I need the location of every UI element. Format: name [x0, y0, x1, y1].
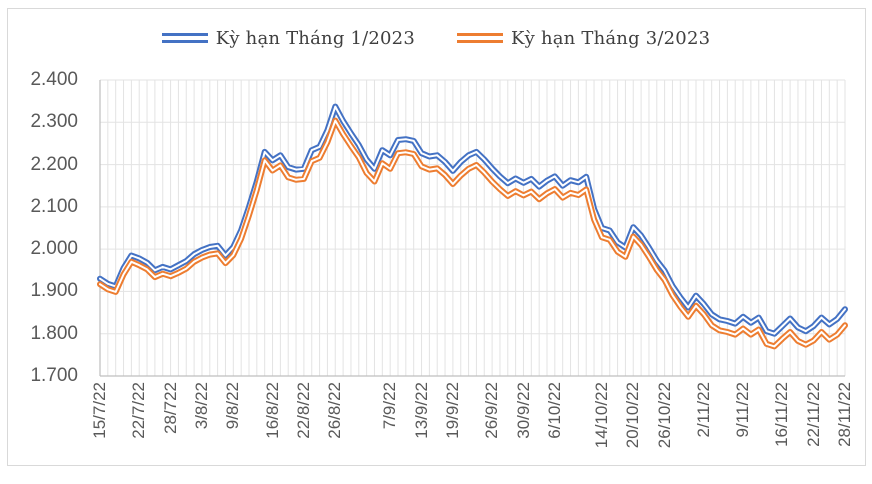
- legend-marker-ky-han-thang-3-2023: [457, 33, 503, 43]
- x-tick-label: 26/10/22: [654, 382, 674, 449]
- x-tick-label: 9/8/22: [223, 382, 243, 430]
- y-tick-label: 2.100: [30, 195, 78, 217]
- legend-label-ky-han-thang-3-2023: Kỳ hạn Tháng 3/2023: [511, 27, 711, 49]
- x-tick-label: 9/11/22: [733, 382, 753, 438]
- chart-border: [7, 8, 866, 466]
- x-tick-label: 26/9/22: [482, 382, 502, 439]
- series-line-ky-han-thang-1-2023-gap-stripe: [99, 105, 846, 335]
- y-tick-label: 1.900: [30, 280, 78, 302]
- x-tick-label: 28/722: [160, 382, 180, 434]
- x-tick-label: 26/8/22: [325, 382, 345, 439]
- x-tick-label: 15/7/22: [90, 382, 109, 439]
- x-tick-label: 7/9/22: [380, 382, 400, 430]
- x-tick-label: 3/8/22: [191, 382, 211, 430]
- x-tick-label: 14/10/22: [591, 382, 611, 449]
- series-line-ky-han-thang-1-2023: [97, 103, 848, 337]
- chart-legend: Kỳ hạn Tháng 1/2023 Kỳ hạn Tháng 3/2023: [0, 24, 872, 52]
- x-tick-label: 16/11/22: [772, 382, 792, 447]
- x-tick-label: 6/10/22: [544, 382, 564, 439]
- legend-marker-ky-han-thang-1-2023: [161, 33, 208, 43]
- x-tick-label: 13/9/22: [411, 382, 431, 439]
- x-tick-label: 22/7/22: [129, 382, 149, 439]
- y-tick-label: 1.800: [30, 322, 78, 344]
- y-tick-label: 2.000: [30, 238, 78, 260]
- x-tick-label: 16/8/22: [262, 382, 282, 439]
- x-tick-label: 20/10/22: [623, 382, 643, 449]
- x-tick-label: 19/9/22: [442, 382, 462, 439]
- legend-label-ky-han-thang-1-2023: Kỳ hạn Tháng 1/2023: [215, 27, 415, 49]
- x-tick-label: 30/9/22: [513, 382, 533, 439]
- legend-item-ky-han-thang-1-2023: Kỳ hạn Tháng 1/2023: [161, 27, 415, 49]
- series-line-ky-han-thang-3-2023-gap-stripe: [99, 119, 846, 348]
- legend-item-ky-han-thang-3-2023: Kỳ hạn Tháng 3/2023: [457, 28, 710, 49]
- x-tick-label: 2/11/22: [693, 382, 713, 438]
- x-tick-label: 22/11/22: [803, 382, 823, 447]
- x-tick-label: 28/11/22: [835, 382, 854, 447]
- y-tick-label: 1.700: [30, 365, 78, 386]
- y-tick-label: 2.400: [30, 69, 78, 90]
- y-tick-label: 2.300: [30, 111, 78, 133]
- x-tick-label: 22/8/22: [293, 382, 313, 439]
- y-tick-label: 2.200: [30, 153, 78, 175]
